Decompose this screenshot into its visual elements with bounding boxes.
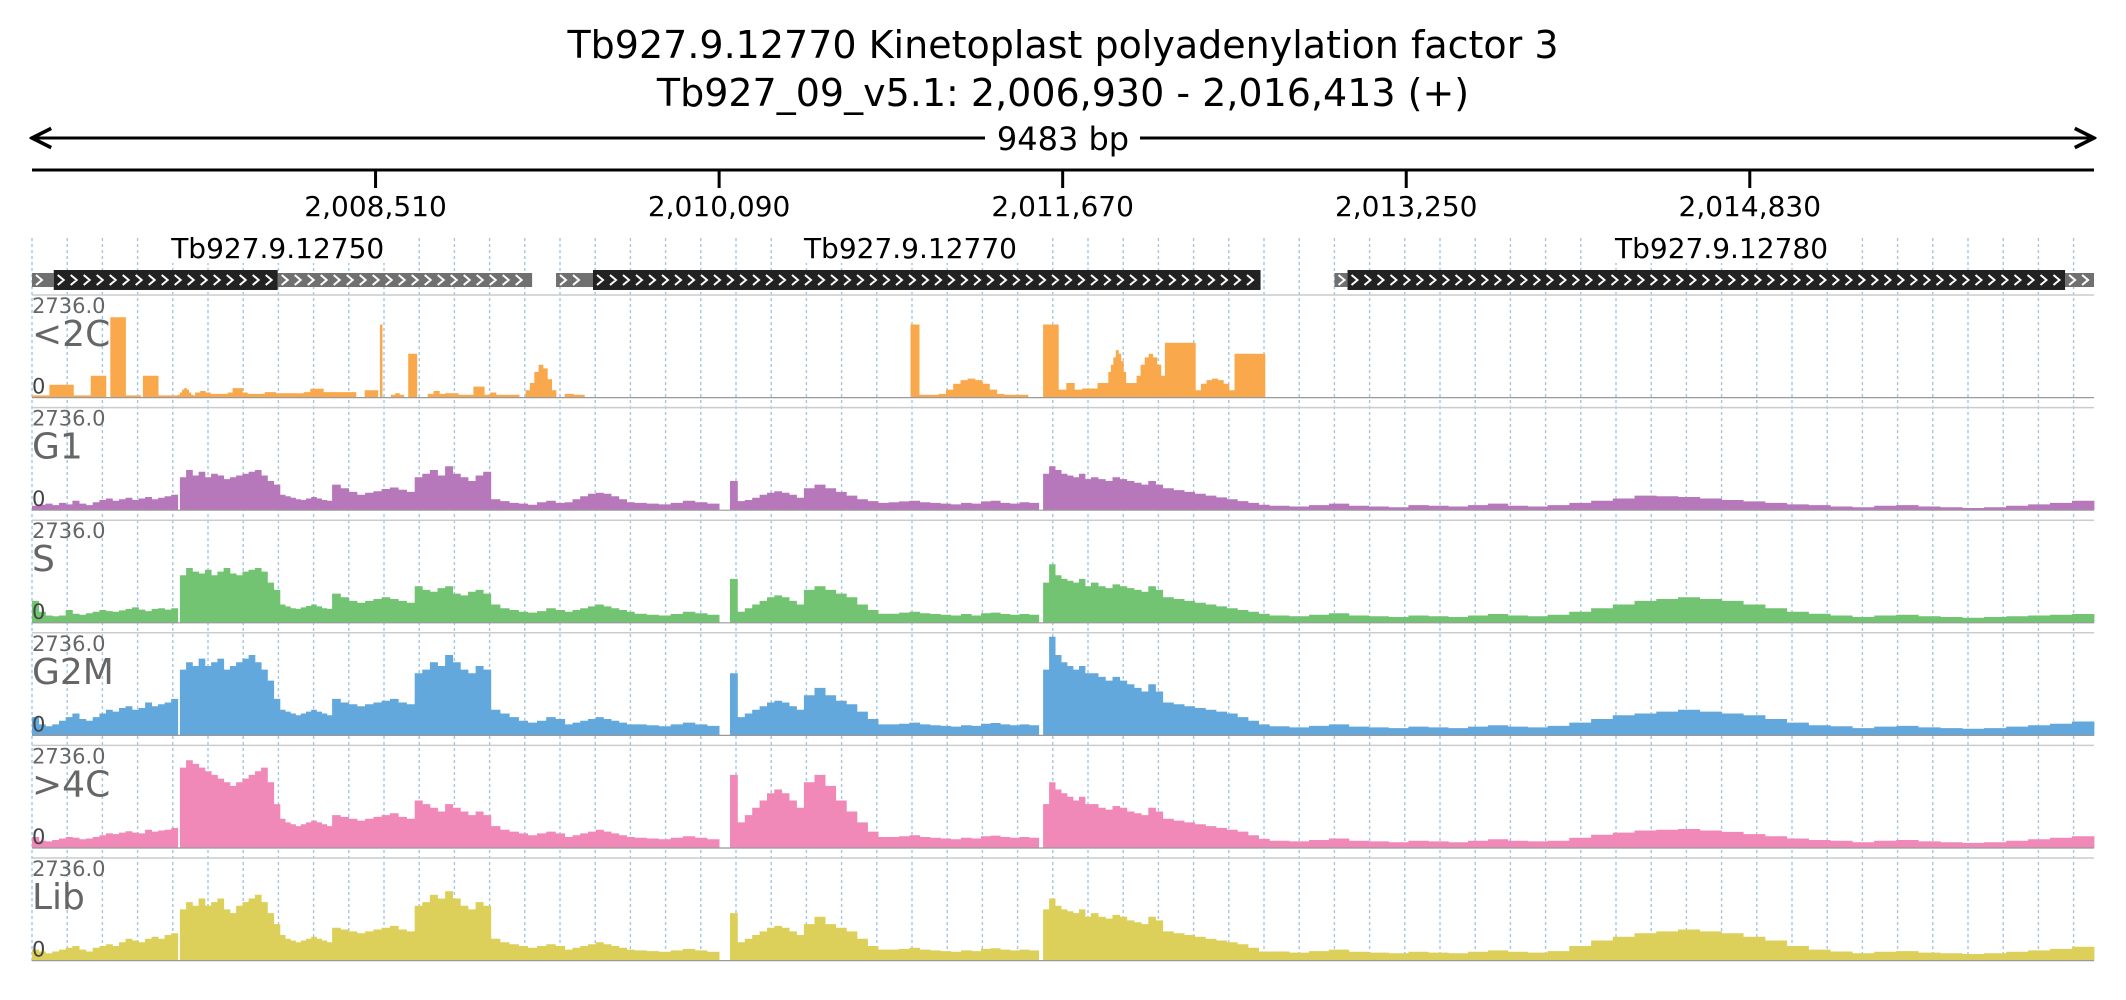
strand-chevrons bbox=[1350, 274, 2062, 286]
track-min-label: 0 bbox=[32, 487, 45, 511]
gene-utr5 bbox=[556, 273, 593, 287]
track-name-label: <2C bbox=[32, 314, 110, 355]
coverage-area bbox=[31, 636, 2095, 736]
span-length-label: 9483 bp bbox=[997, 120, 1129, 158]
coverage-tracks: 2736.0<2C02736.0G102736.0S02736.0G2M0273… bbox=[31, 294, 2095, 962]
track-min-label: 0 bbox=[32, 600, 45, 624]
gene-cds bbox=[1347, 270, 2066, 290]
track-max-label: 2736.0 bbox=[32, 407, 105, 431]
track-max-label: 2736.0 bbox=[32, 632, 105, 656]
track-max-label: 2736.0 bbox=[32, 857, 105, 881]
coverage-track: 2736.0S 0 bbox=[31, 519, 2095, 624]
track-name-label: G1 bbox=[32, 427, 83, 468]
strand-chevrons bbox=[281, 274, 524, 286]
gene-label-bg bbox=[167, 233, 388, 263]
gene-feature: Tb927.9.12770 bbox=[556, 232, 1261, 290]
gene-label-bg bbox=[800, 233, 1021, 263]
track-name-label: S bbox=[32, 539, 55, 580]
coverage-area bbox=[31, 564, 2095, 623]
coverage-track: 2736.0<2C 0 bbox=[31, 294, 2094, 399]
strand-chevrons bbox=[596, 274, 1255, 286]
coverage-area bbox=[31, 891, 2095, 961]
strand-chevrons bbox=[57, 274, 274, 286]
strand-chevrons bbox=[2068, 274, 2090, 286]
coverage-track: 2736.0>4C 0 bbox=[31, 744, 2095, 849]
gene-annotation-track: Tb927.9.12750 Tb927.9.12770 Tb927.9.12780 bbox=[32, 232, 2094, 290]
gene-cds bbox=[53, 270, 278, 290]
track-min-label: 0 bbox=[32, 712, 45, 736]
strand-chevrons bbox=[35, 274, 44, 286]
gene-utr5 bbox=[1334, 273, 1348, 287]
ruler-tick-label: 2,008,510 bbox=[304, 190, 447, 223]
coordinate-ruler: 2,008,510 2,010,090 2,011,670 2,013,250 2,01… bbox=[32, 168, 2094, 223]
span-indicator: 9483 bp bbox=[32, 120, 2094, 158]
gene-label-bg bbox=[1611, 233, 1832, 263]
locus-label: Tb927_09_v5.1: 2,006,930 - 2,016,413 (+) bbox=[656, 71, 1469, 115]
ruler-tick-label: 2,013,250 bbox=[1335, 190, 1478, 223]
track-min-label: 0 bbox=[32, 938, 45, 962]
gene-name-label: Tb927.9.12750 bbox=[170, 232, 384, 265]
coverage-area bbox=[31, 466, 2095, 511]
track-min-label: 0 bbox=[32, 375, 45, 399]
ruler-tick-label: 2,010,090 bbox=[648, 190, 791, 223]
gene-name-label: Tb927.9.12780 bbox=[1614, 232, 1828, 265]
gene-feature: Tb927.9.12780 bbox=[1334, 232, 2094, 290]
figure-title: Tb927.9.12770 Kinetoplast polyadenylatio… bbox=[566, 23, 1558, 67]
gene-feature: Tb927.9.12750 bbox=[32, 232, 533, 290]
gene-name-label: Tb927.9.12770 bbox=[803, 232, 1017, 265]
track-name-label: G2M bbox=[32, 652, 114, 693]
track-max-label: 2736.0 bbox=[32, 294, 105, 318]
ruler-tick-label: 2,011,670 bbox=[991, 190, 1134, 223]
coverage-track: 2736.0G1 0 bbox=[31, 407, 2095, 511]
coverage-area bbox=[31, 317, 1266, 398]
track-max-label: 2736.0 bbox=[32, 519, 105, 543]
track-name-label: Lib bbox=[32, 877, 85, 918]
ruler-tick-label: 2,014,830 bbox=[1679, 190, 1822, 223]
track-name-label: >4C bbox=[32, 764, 110, 805]
strand-chevrons bbox=[559, 274, 581, 286]
strand-chevrons bbox=[1337, 274, 1347, 286]
track-min-label: 0 bbox=[32, 825, 45, 849]
track-max-label: 2736.0 bbox=[32, 744, 105, 768]
coverage-area bbox=[31, 760, 2095, 848]
